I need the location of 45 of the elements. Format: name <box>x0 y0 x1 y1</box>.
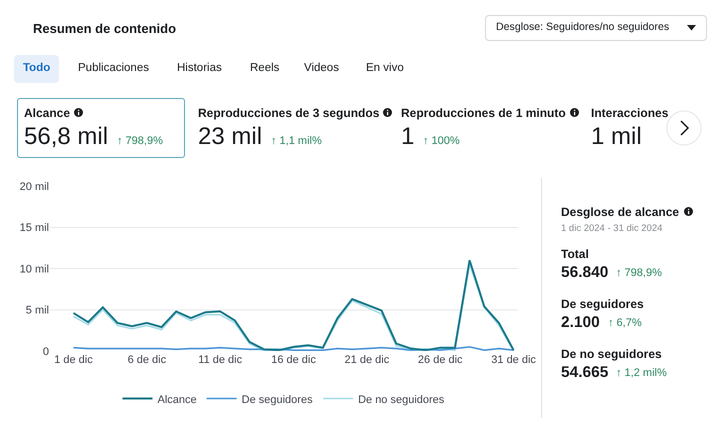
text: 56.840 <box>561 264 608 281</box>
text: Reproducciones de 3 segundos <box>198 106 380 120</box>
text: ↑ 6,7% <box>608 317 642 329</box>
text: Desglose: Seguidores/no seguidores <box>496 21 670 33</box>
legend-label: De no seguidores <box>358 394 445 406</box>
x-tick-label: 6 de dic <box>128 354 167 366</box>
text: 23 mil <box>198 123 262 150</box>
text: De no seguidores <box>561 347 662 361</box>
x-tick-label: 11 de dic <box>198 354 243 366</box>
text: De seguidores <box>561 297 644 311</box>
text: ↑ 100% <box>423 135 460 147</box>
text: Resumen de contenido <box>33 21 176 36</box>
x-tick-label: 21 de dic <box>344 354 390 366</box>
text: 56,8 mil <box>24 123 108 150</box>
x-tick-label: 16 de dic <box>271 354 316 366</box>
y-tick-label: 15 mil <box>20 222 49 234</box>
text: Alcance <box>24 106 70 120</box>
text: Total <box>561 247 589 261</box>
text: Reels <box>250 62 280 74</box>
y-tick-label: 5 mil <box>26 304 49 317</box>
y-tick-label: 0 <box>42 346 49 358</box>
text: Reproducciones de 1 minuto <box>401 106 566 120</box>
text: En vivo <box>366 62 404 74</box>
text: ↑ 1,2 mil% <box>616 367 667 379</box>
text: ↑ 1,1 mil% <box>271 135 322 147</box>
legend-label: Alcance <box>158 394 197 406</box>
text: 2.100 <box>561 314 600 331</box>
text: Todo <box>23 62 50 74</box>
legend-label: De seguidores <box>242 394 314 406</box>
text: ↑ 798,9% <box>117 135 163 147</box>
text: 1 mil <box>591 123 642 150</box>
y-tick-label: 10 mil <box>20 263 49 276</box>
text: Historias <box>177 62 222 74</box>
text: ↑ 798,9% <box>616 267 662 279</box>
y-tick-label: 20 mil <box>20 180 49 193</box>
x-tick-label: 1 de dic <box>54 354 94 366</box>
text: Publicaciones <box>78 62 149 74</box>
x-tick-label: 26 de dic <box>418 354 464 366</box>
text: 54.665 <box>561 364 608 381</box>
text: Desglose de alcance <box>561 205 680 219</box>
text: 1 dic 2024 - 31 dic 2024 <box>561 223 662 234</box>
text: Videos <box>304 62 339 74</box>
x-tick-label: 31 de dic <box>491 354 536 366</box>
text: Interacciones <box>591 106 668 120</box>
text: 1 <box>401 123 414 150</box>
